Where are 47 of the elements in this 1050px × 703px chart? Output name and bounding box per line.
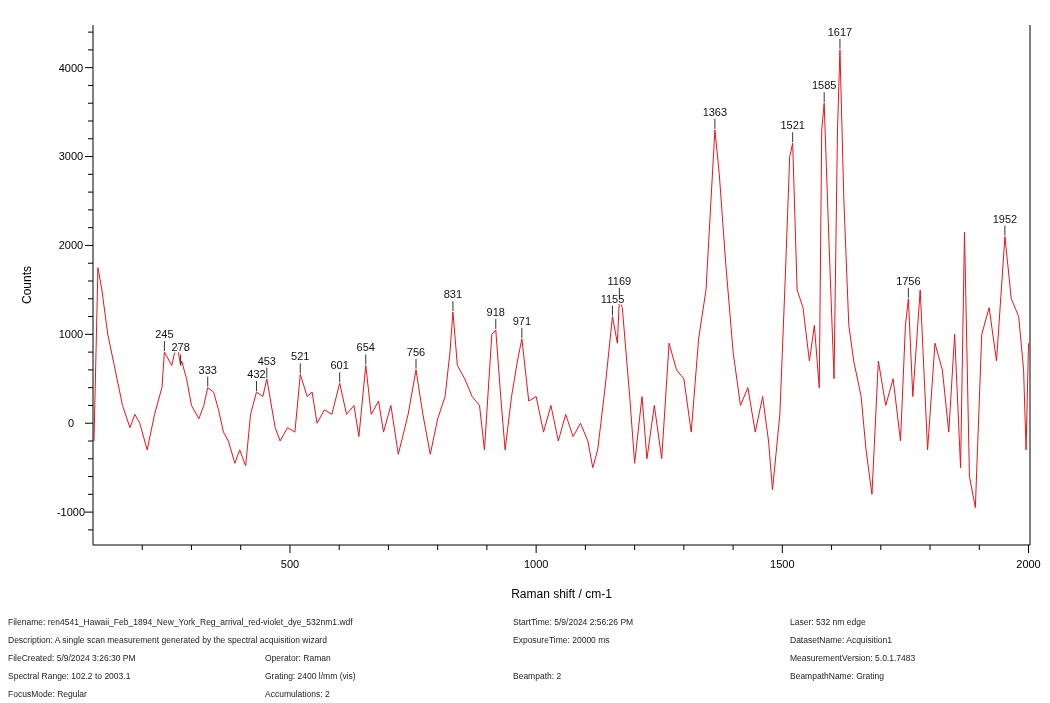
annotation: 601 <box>330 359 349 372</box>
annotation: 1952 <box>992 212 1018 225</box>
annotation: 756 <box>406 345 426 358</box>
annotation: 333 <box>198 363 217 376</box>
annotation: 245 <box>155 328 174 341</box>
text: BeampathName: Grating <box>790 671 885 681</box>
annotation: 521 <box>291 350 310 363</box>
text: StartTime: 5/9/2024 2:56:26 PM <box>513 617 634 627</box>
y-tick-label: 3000 <box>58 150 84 163</box>
annotation: 831 <box>443 288 463 301</box>
x-axis-title: Raman shift / cm-1 <box>511 587 613 601</box>
y-tick-label: 1000 <box>58 328 84 341</box>
text: Operator: Raman <box>265 653 331 663</box>
text: DatasetName: Acquisition1 <box>790 635 893 645</box>
text: Spectral Range: 102.2 to 2003.1 <box>8 671 131 681</box>
x-tick-label: 1000 <box>523 558 549 570</box>
x-tick-label: 500 <box>280 558 300 570</box>
y-axis-title: Counts <box>20 265 34 305</box>
y-tick-label: 4000 <box>58 61 84 74</box>
text: Description: A single scan measurement generated by the spectral acquisition wizard <box>8 635 328 645</box>
text: Filename: ren4541_Hawaii_Feb_1894_New_York_Reg_arrival_red-violet_dye_532nm1.wdf <box>8 617 354 627</box>
text: ExposureTime: 20000 ms <box>513 635 610 645</box>
text: MeasurementVersion: 5.0.1.7483 <box>790 653 916 663</box>
x-tick-label: 2000 <box>1016 558 1041 570</box>
annotation: 1756 <box>896 274 921 287</box>
y-tick-label: 0 <box>67 417 75 430</box>
annotation: 1617 <box>827 25 853 38</box>
y-tick-label: -1000 <box>56 505 86 518</box>
text: Grating: 2400 l/mm (vis) <box>265 671 356 681</box>
line-series <box>93 49 1030 509</box>
text: Accumulations: 2 <box>265 689 330 699</box>
annotation: 971 <box>512 314 532 327</box>
annotation: 1521 <box>780 119 805 132</box>
x-tick-label: 1500 <box>770 558 795 570</box>
annotation: 654 <box>356 341 375 354</box>
y-tick-label: 2000 <box>58 239 84 252</box>
text: FocusMode: Regular <box>8 689 88 699</box>
text: Laser: 532 nm edge <box>790 617 866 627</box>
annotation: 1585 <box>811 79 837 92</box>
annotation: 918 <box>486 305 505 318</box>
annotation: 1363 <box>702 105 728 118</box>
annotation: 432 <box>247 368 266 381</box>
text: Beampath: 2 <box>513 671 562 681</box>
annotation: 1155 <box>600 292 625 305</box>
annotation: 453 <box>257 354 276 367</box>
annotation: 1169 <box>607 274 632 287</box>
text: FileCreated: 5/9/2024 3:26:30 PM <box>8 653 136 663</box>
